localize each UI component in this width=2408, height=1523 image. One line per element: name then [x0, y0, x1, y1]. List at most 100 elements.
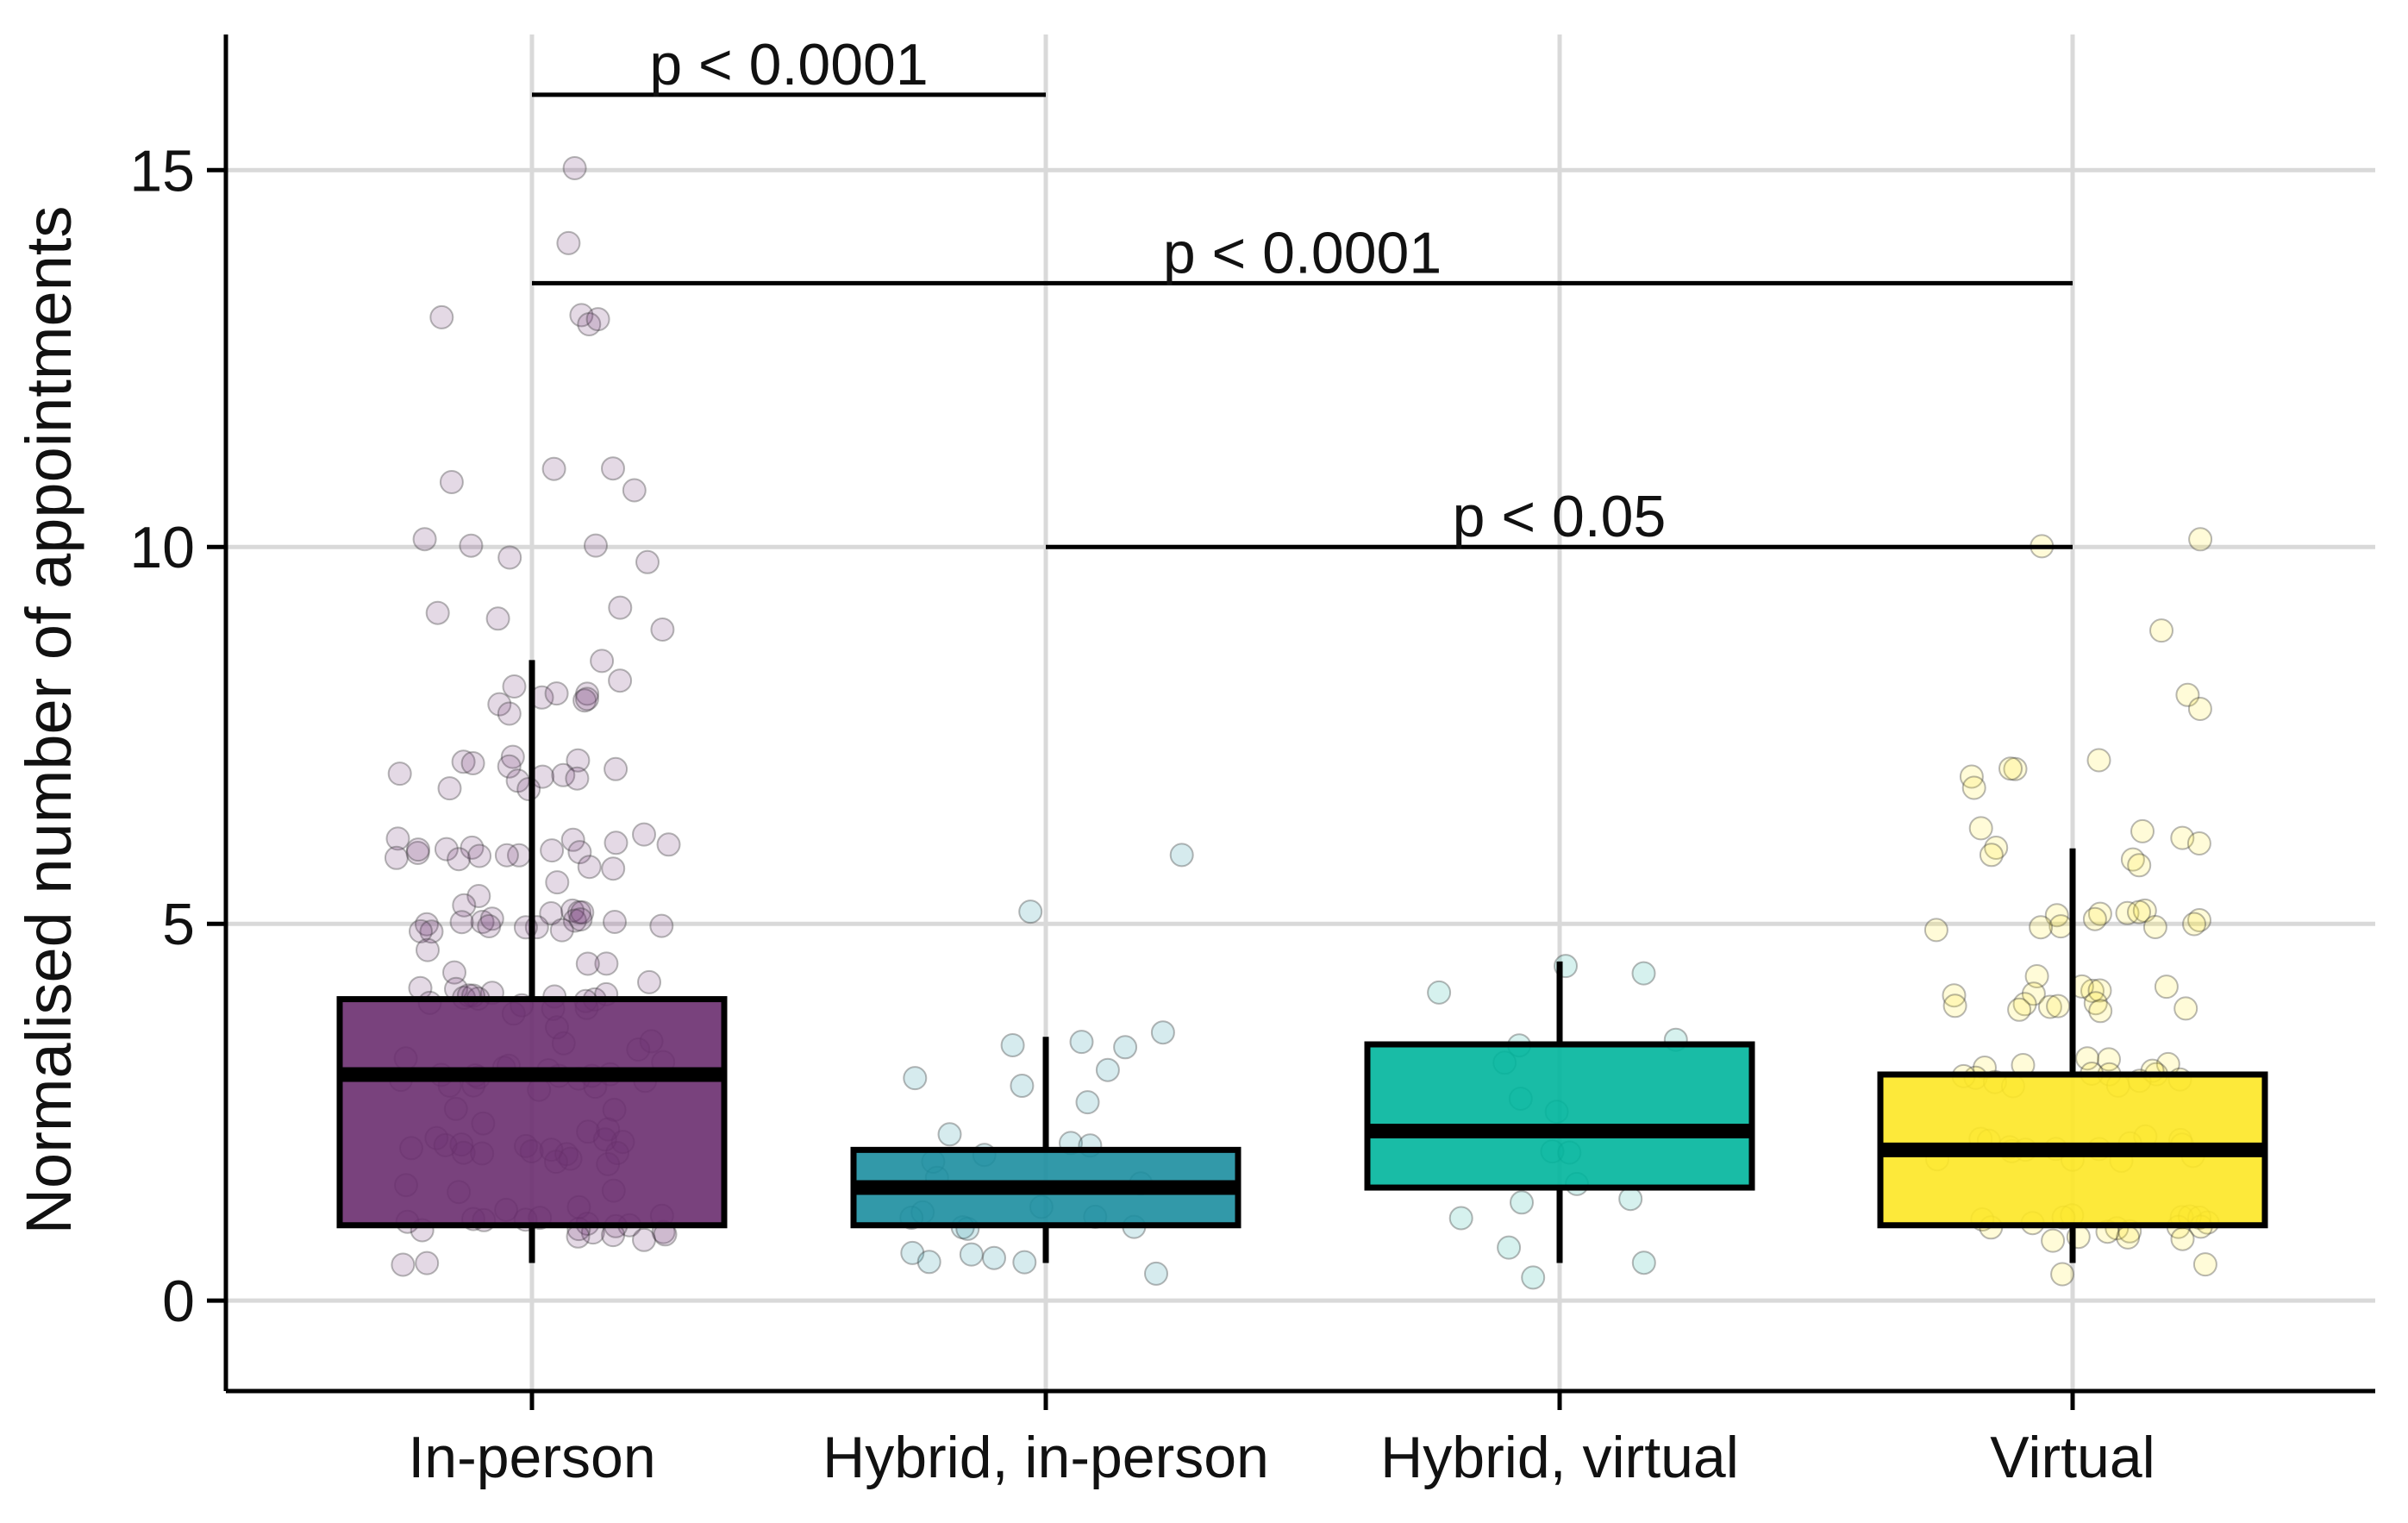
jitter-point-in-person-64: [567, 899, 591, 924]
jitter-point-virtual-24: [2142, 915, 2167, 939]
jitter-point-virtual-31: [2080, 978, 2105, 1003]
jitter-point-in-person-34: [604, 756, 629, 781]
jitter-point-in-person-75: [603, 910, 627, 934]
jitter-point-virtual-30: [2024, 964, 2049, 988]
jitter-point-virtual-7: [1959, 764, 1984, 789]
y-tick-label-10: 10: [129, 515, 195, 580]
jitter-point-virtual-0: [2188, 527, 2213, 552]
jitter-point-in-person-42: [632, 822, 656, 847]
jitter-point-in-person-54: [467, 843, 492, 868]
jitter-point-virtual-43: [2173, 996, 2198, 1021]
jitter-point-virtual-33: [2154, 975, 2179, 1000]
jitter-point-in-person-79: [549, 918, 574, 943]
jitter-point-virtual-38: [2083, 991, 2108, 1016]
y-axis-label: Normalised number of appointments: [13, 206, 84, 1235]
jitter-point-in-person-14: [497, 545, 522, 570]
jitter-point-hybrid-in-person-7: [903, 1066, 928, 1091]
jitter-point-in-person-24: [544, 681, 569, 706]
boxes-layer: [336, 660, 2268, 1263]
jitter-point-hybrid-in-person-1: [1018, 899, 1043, 924]
jitter-point-hybrid-in-person-29: [1144, 1261, 1168, 1286]
jitter-point-in-person-50: [540, 838, 565, 863]
box-in-person: [336, 996, 728, 1229]
jitter-point-virtual-19: [2132, 898, 2157, 923]
jitter-point-in-person-8: [439, 470, 464, 494]
jitter-point-hybrid-in-person-4: [1113, 1035, 1138, 1060]
jitter-point-in-person-62: [452, 893, 477, 918]
jitter-point-virtual-8: [1998, 756, 2023, 781]
jitter-point-in-person-39: [565, 766, 590, 791]
jitter-point-virtual-11: [2130, 818, 2155, 843]
significance-annotations: p < 0.0001 p < 0.0001 p < 0.05: [532, 32, 2073, 549]
jitter-point-in-person-4: [577, 312, 602, 336]
jitter-point-in-person-46: [460, 835, 485, 860]
jitter-point-in-person-57: [384, 845, 409, 870]
jitter-point-in-person-9: [622, 478, 647, 503]
jitter-point-virtual-36: [1942, 983, 1967, 1008]
jitter-point-in-person-12: [459, 533, 484, 558]
jitter-point-hybrid-in-person-8: [1010, 1074, 1035, 1098]
jitter-point-in-person-26: [574, 686, 599, 711]
jitter-point-in-person-10: [412, 527, 437, 552]
jitter-point-virtual-20: [2127, 899, 2151, 924]
jitter-point-hybrid-virtual-16: [1521, 1265, 1546, 1290]
jitter-point-in-person-77: [419, 919, 444, 944]
jitter-point-hybrid-in-person-6: [1095, 1057, 1120, 1082]
jitter-point-in-person-40: [516, 777, 541, 801]
jitter-point-virtual-89: [2116, 1225, 2141, 1250]
jitter-point-in-person-59: [601, 856, 626, 881]
jitter-point-in-person-63: [560, 898, 585, 923]
jitter-point-in-person-167: [391, 1252, 416, 1277]
jitter-point-in-person-6: [601, 456, 625, 481]
jitter-point-in-person-68: [568, 907, 593, 932]
jitter-point-in-person-78: [477, 914, 502, 938]
jitter-point-hybrid-in-person-24: [959, 1242, 984, 1267]
jitter-point-in-person-5: [585, 307, 610, 332]
jitter-point-hybrid-in-person-10: [937, 1122, 962, 1147]
jitter-point-in-person-16: [425, 600, 450, 625]
jitter-point-in-person-25: [572, 688, 597, 713]
jitter-point-hybrid-virtual-11: [1618, 1187, 1643, 1212]
jitter-point-in-person-66: [570, 900, 595, 924]
jitter-point-in-person-3: [429, 304, 454, 329]
jitter-point-in-person-82: [594, 951, 619, 976]
jitter-point-in-person-27: [487, 692, 512, 717]
jitter-point-in-person-36: [551, 762, 576, 787]
jitter-point-in-person-51: [405, 841, 430, 865]
jitter-point-in-person-49: [567, 840, 592, 865]
jitter-point-hybrid-virtual-2: [1427, 980, 1452, 1005]
jitter-point-in-person-47: [656, 832, 681, 857]
jitter-point-in-person-28: [497, 701, 522, 726]
jitter-point-in-person-84: [442, 960, 466, 985]
jitter-point-virtual-6: [2003, 756, 2028, 781]
jitter-point-in-person-37: [387, 762, 412, 787]
jitter-point-in-person-30: [451, 749, 476, 774]
jitter-point-in-person-45: [604, 830, 629, 856]
x-tick-label-hybrid-in-person: Hybrid, in-person: [822, 1425, 1269, 1490]
jitter-point-in-person-29: [500, 744, 525, 769]
jitter-point-virtual-13: [2186, 831, 2211, 856]
jitter-point-in-person-52: [406, 837, 430, 862]
jitter-point-virtual-92: [2170, 1226, 2195, 1251]
jitter-point-in-person-65: [562, 908, 587, 933]
jitter-point-virtual-34: [2087, 978, 2112, 1003]
jitter-point-virtual-10: [1968, 816, 1993, 841]
jitter-point-virtual-4: [2187, 697, 2212, 721]
jitter-point-virtual-5: [2086, 748, 2111, 773]
jitter-point-in-person-19: [590, 649, 615, 674]
jitter-point-in-person-41: [437, 776, 462, 801]
jitter-point-in-person-165: [566, 1224, 591, 1249]
jitter-point-hybrid-virtual-1: [1631, 961, 1656, 986]
jitter-point-virtual-12: [2170, 825, 2195, 850]
jitter-point-virtual-22: [2044, 903, 2069, 928]
significance-label-2: p < 0.05: [1453, 484, 1667, 549]
jitter-point-in-person-83: [575, 951, 600, 976]
jitter-point-virtual-39: [2037, 994, 2062, 1019]
jitter-point-in-person-67: [539, 901, 564, 925]
jitter-point-in-person-61: [466, 884, 491, 908]
x-tick-label-in-person: In-person: [408, 1425, 655, 1490]
jitter-point-virtual-42: [2007, 997, 2032, 1022]
jitter-point-in-person-72: [415, 912, 439, 937]
